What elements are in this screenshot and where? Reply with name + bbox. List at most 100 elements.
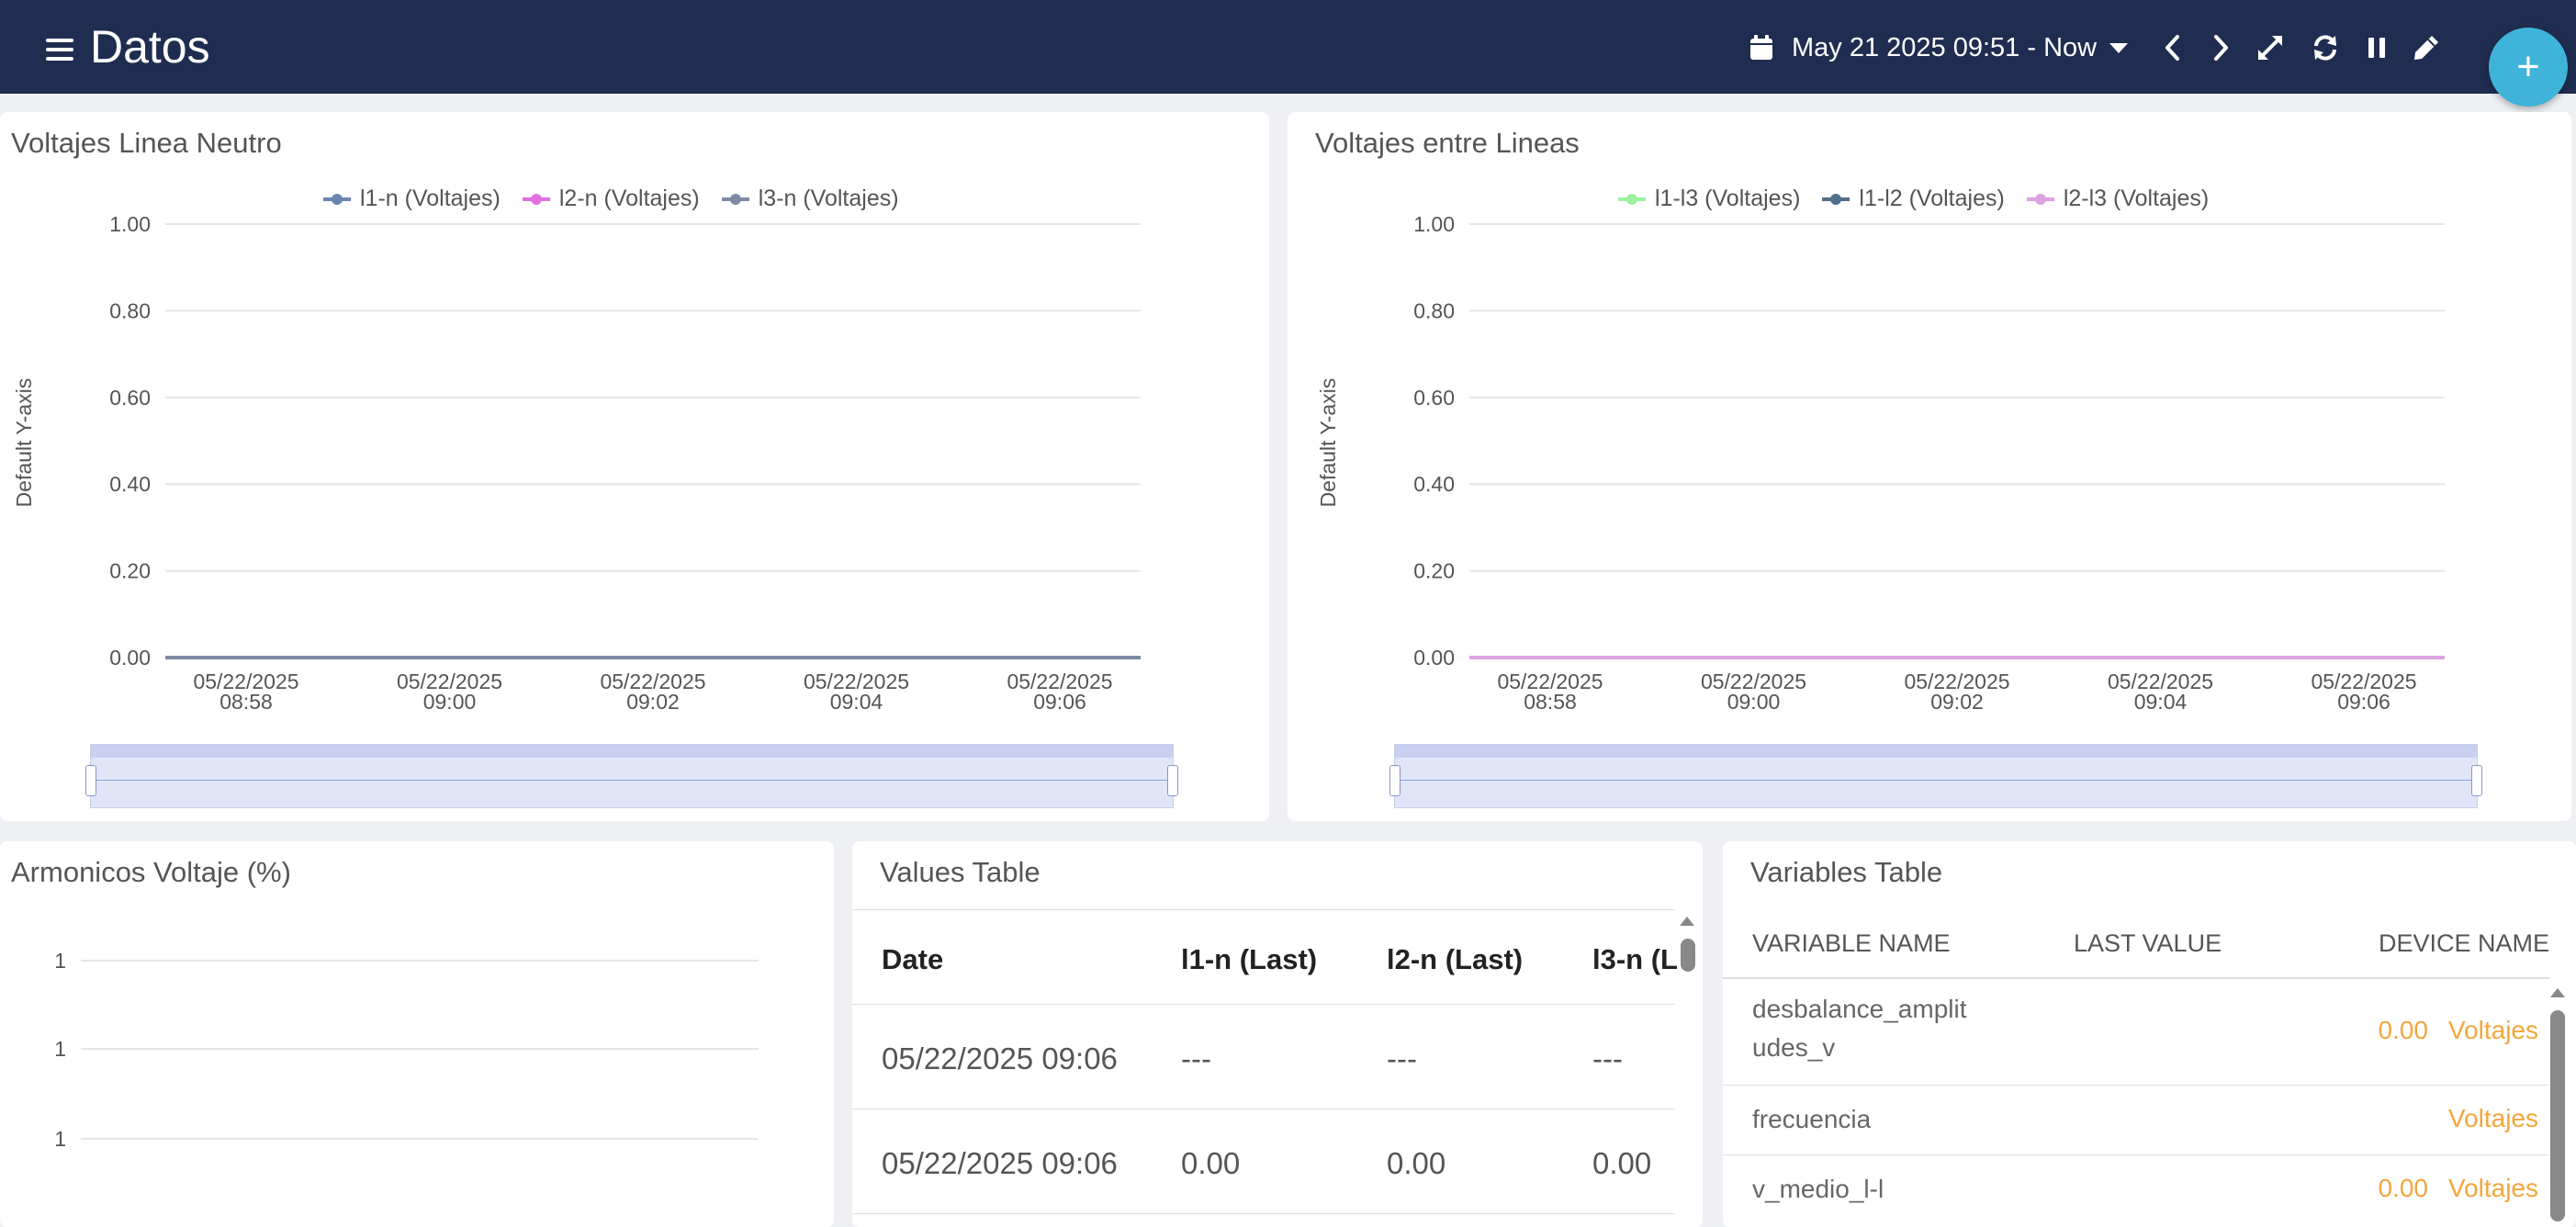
legend-marker-icon xyxy=(1822,193,1850,205)
range-handle-right[interactable] xyxy=(1167,765,1178,796)
column-header[interactable]: Date xyxy=(882,943,944,975)
scroll-up-arrow-icon[interactable] xyxy=(2549,986,2566,999)
y-tick-label: 1 xyxy=(54,1127,66,1151)
legend-marker-icon xyxy=(522,193,550,205)
x-tick-label: 08:58 xyxy=(1524,690,1577,714)
last-value: 0.00 xyxy=(2378,1016,2429,1044)
chevron-left-icon xyxy=(2165,35,2179,61)
legend-marker-icon xyxy=(1618,193,1646,205)
y-tick-label: 0.20 xyxy=(1413,559,1455,583)
refresh-button[interactable] xyxy=(2307,29,2344,66)
device-name-link[interactable]: Voltajes xyxy=(2447,1016,2538,1044)
column-header[interactable]: LAST VALUE xyxy=(2074,929,2222,957)
last-value: 0.00 xyxy=(2378,1174,2429,1202)
variables-table-card xyxy=(1723,841,2576,1227)
chart-title: Voltajes entre Lineas xyxy=(1315,127,1580,159)
table-row[interactable]: v_medio_l-l 0.00 Voltajes xyxy=(1723,1155,2549,1225)
chart-title: Armonicos Voltaje (%) xyxy=(11,856,291,888)
table-row: 05/22/2025 09:06 0.00 0.00 0.00 xyxy=(852,1109,1675,1214)
chart-legend: l1-l3 (Voltajes) l1-l2 (Voltajes) l2-l3 … xyxy=(1618,186,2231,212)
chart-title: Voltajes Linea Neutro xyxy=(11,127,282,159)
y-axis-label: Default Y-axis xyxy=(12,378,36,508)
range-handle-left[interactable] xyxy=(1389,765,1400,796)
chart-card-armonicos-voltaje xyxy=(0,841,834,1227)
scrollbar-thumb[interactable] xyxy=(1681,939,1695,972)
range-navigator-drag-bar[interactable] xyxy=(91,745,1173,758)
device-name-link[interactable]: Voltajes xyxy=(2447,1174,2538,1202)
x-tick-label: 09:02 xyxy=(1930,690,1984,714)
x-tick-label: 05/22/2025 xyxy=(1904,670,2009,693)
range-handle-left[interactable] xyxy=(85,765,96,796)
x-tick-label: 09:00 xyxy=(423,690,477,714)
legend-item[interactable]: l1-n (Voltajes) xyxy=(323,186,501,212)
table-cell: 0.00 xyxy=(1592,1146,1652,1180)
x-tick-label: 09:00 xyxy=(1727,690,1781,714)
x-tick-label: 05/22/2025 xyxy=(2108,670,2213,693)
table-cell: --- xyxy=(1592,1041,1623,1075)
x-tick-label: 05/22/2025 xyxy=(600,670,705,693)
table-cell: --- xyxy=(1387,1041,1417,1075)
next-range-button[interactable] xyxy=(2202,29,2239,66)
column-header[interactable]: l3-n (L xyxy=(1592,943,1678,975)
scrollbar-thumb[interactable] xyxy=(2550,1010,2565,1221)
legend-item[interactable]: l1-l3 (Voltajes) xyxy=(1618,186,1800,212)
y-tick-label: 0.00 xyxy=(109,646,151,670)
y-tick-label: 0.40 xyxy=(109,472,151,496)
chart-card-voltajes-linea-neutro xyxy=(0,112,1269,821)
refresh-icon xyxy=(2314,35,2336,61)
y-tick-label: 0.40 xyxy=(1413,472,1455,496)
table-row[interactable]: frecuencia Voltajes xyxy=(1723,1086,2549,1155)
pause-button[interactable] xyxy=(2358,29,2395,66)
y-tick-label: 0.80 xyxy=(109,298,151,322)
top-bar: Datos May 21 2025 09:51 - Now xyxy=(0,0,2576,94)
y-tick-label: 0.60 xyxy=(1413,386,1455,410)
legend-item[interactable]: l2-l3 (Voltajes) xyxy=(2026,186,2209,212)
legend-marker-icon xyxy=(323,193,351,205)
plus-icon: + xyxy=(2516,44,2540,89)
legend-item[interactable]: l1-l2 (Voltajes) xyxy=(1822,186,2005,212)
table-cell: 0.00 xyxy=(1387,1146,1446,1180)
x-tick-label: 05/22/2025 xyxy=(1701,670,1806,693)
y-tick-label: 0.80 xyxy=(1413,298,1455,322)
line-chart-voltajes-entre-lineas: Default Y-axis 0.00 0.20 0.40 0.60 0.80 1.00 05… xyxy=(1316,212,2445,714)
x-tick-label: 09:06 xyxy=(2337,690,2390,714)
table-cell: 05/22/2025 09:06 xyxy=(882,1041,1118,1075)
y-tick-label: 1.00 xyxy=(109,212,151,236)
x-tick-label: 09:04 xyxy=(830,690,883,714)
table-row[interactable]: desbalance_amplit udes_v 0.00 Voltajes xyxy=(1723,979,2549,1086)
y-tick-label: 1 xyxy=(54,949,66,973)
fullscreen-button[interactable] xyxy=(2252,29,2289,66)
column-header[interactable]: VARIABLE NAME xyxy=(1752,929,1951,957)
range-navigator xyxy=(1389,744,2482,808)
column-header[interactable]: l1-n (Last) xyxy=(1181,943,1318,975)
y-tick-label: 0.20 xyxy=(109,559,151,583)
column-header[interactable]: DEVICE NAME xyxy=(2379,929,2550,957)
x-tick-label: 05/22/2025 xyxy=(397,670,502,693)
device-name-link[interactable]: Voltajes xyxy=(2447,1104,2538,1132)
legend-item[interactable]: l2-n (Voltajes) xyxy=(522,186,700,212)
y-tick-label: 0.00 xyxy=(1413,646,1455,670)
x-tick-label: 09:04 xyxy=(2134,690,2188,714)
table-cell: 0.00 xyxy=(1181,1146,1241,1180)
y-tick-label: 1.00 xyxy=(1413,212,1455,236)
scroll-up-arrow-icon[interactable] xyxy=(1679,915,1695,928)
previous-range-button[interactable] xyxy=(2154,29,2191,66)
values-table-card xyxy=(852,841,1703,1227)
table-row: 05/22/2025 09:06 --- --- --- xyxy=(852,1005,1675,1109)
legend-marker-icon xyxy=(2026,193,2054,205)
legend-marker-icon xyxy=(721,193,749,205)
table-header-row: Date l1-n (Last) l2-n (Last) l3-n (L xyxy=(852,909,1678,1005)
chart-legend: l1-n (Voltajes) l2-n (Voltajes) l3-n (Vo… xyxy=(323,186,921,212)
variable-name: v_medio_l-l xyxy=(1752,1175,1884,1203)
column-header[interactable]: l2-n (Last) xyxy=(1387,943,1524,975)
range-navigator-drag-bar[interactable] xyxy=(1395,745,2477,758)
edit-dashboard-button[interactable] xyxy=(2408,29,2445,66)
range-handle-right[interactable] xyxy=(2471,765,2482,796)
range-navigator xyxy=(85,744,1178,808)
add-widget-button[interactable]: + xyxy=(2489,28,2568,107)
menu-icon[interactable] xyxy=(46,39,73,61)
line-chart-voltajes-linea-neutro: Default Y-axis 0.00 0.20 0.40 0.60 0.80 1.00 05… xyxy=(12,212,1141,714)
legend-item[interactable]: l3-n (Voltajes) xyxy=(721,186,899,212)
date-range-picker[interactable]: May 21 2025 09:51 - Now xyxy=(1749,28,2129,68)
line-chart-armonicos-voltaje: 1 1 1 xyxy=(54,949,759,1151)
